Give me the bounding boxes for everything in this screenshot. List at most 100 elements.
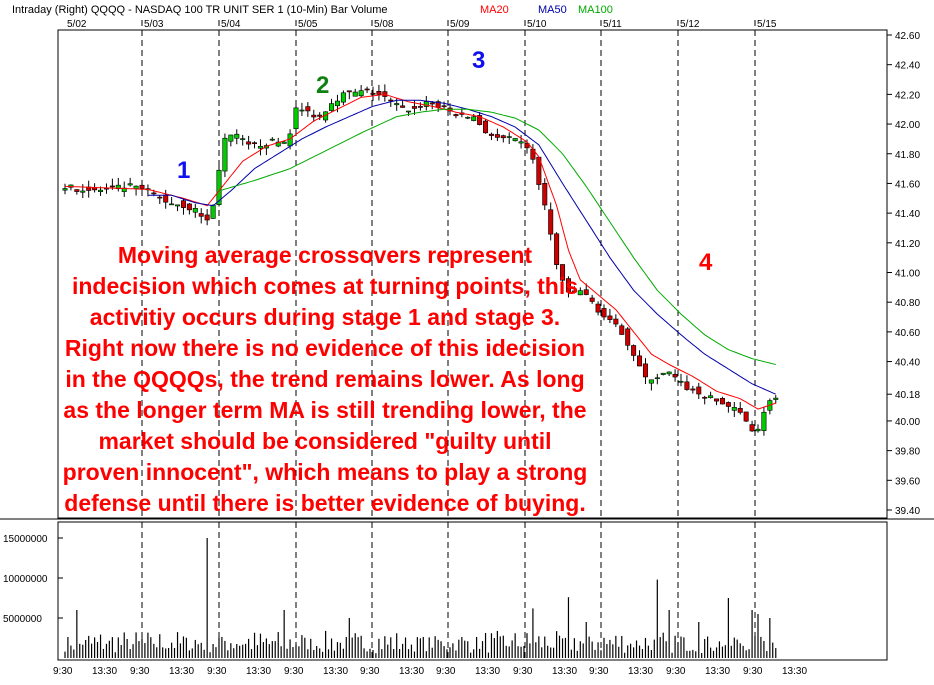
time-label: 9:30: [436, 666, 456, 677]
price-tick-label: 40.60: [895, 328, 920, 339]
candle-body: [80, 190, 86, 193]
candle-body: [163, 194, 169, 203]
candle-body: [346, 90, 352, 93]
candle-body: [311, 114, 317, 118]
candle-body: [269, 138, 275, 141]
candle-body: [619, 325, 625, 335]
candle-body: [157, 196, 163, 199]
candle-body: [731, 407, 737, 411]
candle-body: [358, 90, 364, 97]
candle-body: [714, 398, 720, 402]
candle-body: [642, 363, 648, 378]
candle-body: [773, 397, 779, 400]
candle-body: [595, 303, 601, 313]
candle-body: [749, 424, 755, 432]
ma-line-ma50: [147, 99, 776, 395]
candle-body: [394, 103, 400, 106]
candle-body: [62, 188, 68, 191]
candle-body: [127, 183, 133, 186]
note-line: proven innocent", which means to play a …: [62, 459, 588, 485]
candle-body: [494, 134, 500, 138]
analysis-note: Moving average crossovers represent inde…: [0, 240, 650, 519]
price-tick-label: 39.60: [895, 476, 920, 487]
price-tick-label: 42.20: [895, 90, 920, 101]
date-label: 5/08: [374, 19, 394, 30]
time-label: 9:30: [130, 666, 150, 677]
time-label: 9:30: [360, 666, 380, 677]
date-label: 5/03: [144, 19, 164, 30]
candle-body: [696, 386, 702, 395]
candle-body: [755, 428, 761, 432]
stage-2-label: 2: [316, 72, 329, 99]
date-label: 5/11: [603, 19, 622, 30]
time-label: 13:30: [169, 666, 194, 677]
ma100-label: MA100: [578, 4, 613, 16]
date-label: 5/09: [450, 19, 470, 30]
volume-tick-label: 5000000: [3, 614, 42, 625]
candle-body: [708, 395, 714, 398]
candle-body: [583, 289, 589, 295]
date-label: 5/02: [67, 19, 87, 30]
time-label: 13:30: [782, 666, 807, 677]
candle-body: [370, 92, 376, 95]
candle-body: [737, 407, 743, 413]
price-tick-label: 41.60: [895, 179, 920, 190]
date-label: 5/05: [298, 19, 318, 30]
candle-body: [329, 103, 335, 111]
candle-body: [518, 141, 524, 144]
candle-body: [417, 106, 423, 108]
candle-body: [139, 184, 145, 189]
candle-body: [684, 381, 690, 390]
candle-body: [465, 116, 471, 119]
candle-body: [228, 134, 234, 142]
candle-body: [471, 116, 477, 121]
price-tick-label: 40.00: [895, 417, 920, 428]
candle-body: [672, 373, 678, 378]
price-tick-label: 41.00: [895, 269, 920, 280]
price-tick-label: 39.40: [895, 506, 920, 517]
time-label: 9:30: [589, 666, 609, 677]
ma20-label: MA20: [480, 4, 509, 16]
date-label: 5/04: [221, 19, 241, 30]
candle-body: [601, 308, 607, 318]
candle-body: [637, 355, 643, 367]
price-tick-label: 41.40: [895, 209, 920, 220]
candle-body: [98, 189, 104, 192]
candle-body: [169, 203, 175, 206]
candle-body: [483, 120, 489, 134]
ma-line-ma20: [64, 93, 776, 410]
candle-body: [186, 203, 192, 211]
candle-body: [340, 92, 346, 103]
note-line: as the longer term MA is still trending …: [63, 397, 587, 423]
candle-body: [376, 91, 382, 95]
time-label: 9:30: [666, 666, 686, 677]
candle-body: [477, 115, 483, 125]
price-tick-label: 39.80: [895, 447, 920, 458]
candle-body: [74, 189, 80, 192]
candle-body: [281, 141, 287, 144]
candle-body: [506, 136, 512, 138]
candle-body: [571, 290, 577, 293]
time-label: 13:30: [399, 666, 424, 677]
candle-body: [719, 398, 725, 405]
note-line: activitiy occurs during stage 1 and stag…: [89, 304, 561, 330]
candle-body: [488, 133, 494, 136]
date-label: 5/10: [527, 19, 547, 30]
candle-body: [542, 183, 548, 206]
candle-body: [702, 396, 708, 399]
candle-body: [589, 297, 595, 302]
price-tick-label: 40.40: [895, 358, 920, 369]
candle-body: [305, 106, 311, 112]
candle-body: [565, 278, 571, 293]
price-tick-label: 42.60: [895, 31, 920, 42]
stage-1-label: 1: [177, 157, 190, 184]
date-label: 5/12: [680, 19, 700, 30]
candle-body: [429, 102, 435, 105]
candle-body: [577, 290, 583, 296]
candle-body: [317, 114, 323, 117]
candle-body: [180, 200, 186, 208]
candle-body: [198, 213, 204, 217]
candle-body: [761, 411, 767, 431]
candle-body: [252, 142, 258, 144]
